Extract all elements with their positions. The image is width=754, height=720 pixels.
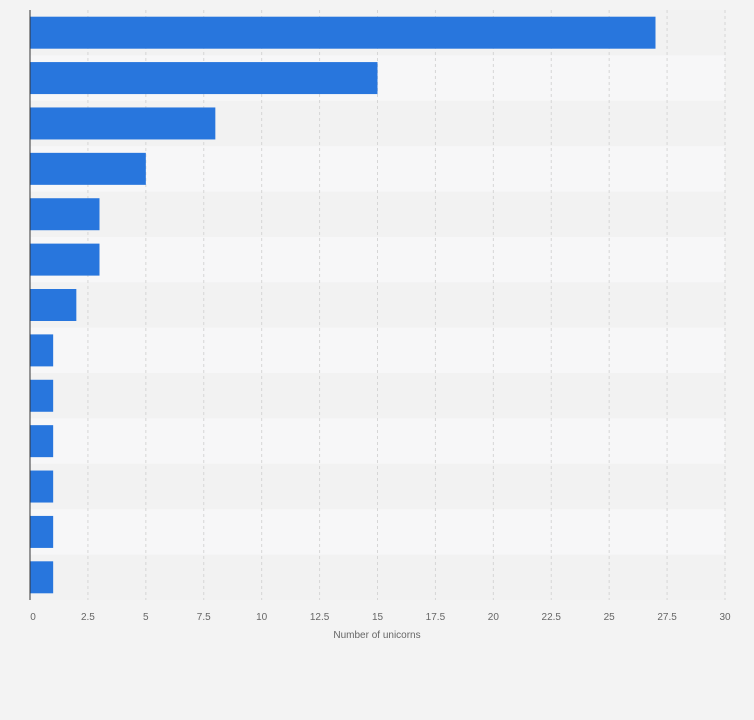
bar[interactable] bbox=[30, 470, 54, 503]
bar[interactable] bbox=[30, 107, 216, 140]
bar[interactable] bbox=[30, 152, 146, 185]
x-tick-label: 10 bbox=[256, 612, 268, 623]
bar[interactable] bbox=[30, 515, 54, 548]
x-tick-label: 20 bbox=[488, 612, 500, 623]
x-axis-title: Number of unicorns bbox=[333, 630, 420, 641]
x-tick-label: 7.5 bbox=[197, 612, 211, 623]
bar[interactable] bbox=[30, 243, 100, 276]
bar[interactable] bbox=[30, 16, 656, 49]
bar[interactable] bbox=[30, 198, 100, 231]
x-tick-label: 22.5 bbox=[542, 612, 562, 623]
bars bbox=[30, 16, 656, 594]
x-tick-label: 2.5 bbox=[81, 612, 95, 623]
bar[interactable] bbox=[30, 561, 54, 594]
x-tick-label: 30 bbox=[719, 612, 731, 623]
bar[interactable] bbox=[30, 62, 378, 95]
x-tick-label: 15 bbox=[372, 612, 384, 623]
x-tick-label: 17.5 bbox=[426, 612, 446, 623]
bar[interactable] bbox=[30, 425, 54, 458]
x-tick-label: 12.5 bbox=[310, 612, 330, 623]
bar[interactable] bbox=[30, 334, 54, 367]
x-tick-labels: 0 2.5 5 7.5 10 12.5 15 17.5 20 22.5 25 27.5 30 bbox=[30, 612, 731, 623]
bar[interactable] bbox=[30, 289, 77, 321]
x-tick-label: 5 bbox=[143, 612, 149, 623]
x-tick-label: 27.5 bbox=[657, 612, 677, 623]
bar[interactable] bbox=[30, 379, 54, 412]
x-tick-label: 25 bbox=[604, 612, 616, 623]
x-tick-label: 0 bbox=[30, 612, 36, 623]
